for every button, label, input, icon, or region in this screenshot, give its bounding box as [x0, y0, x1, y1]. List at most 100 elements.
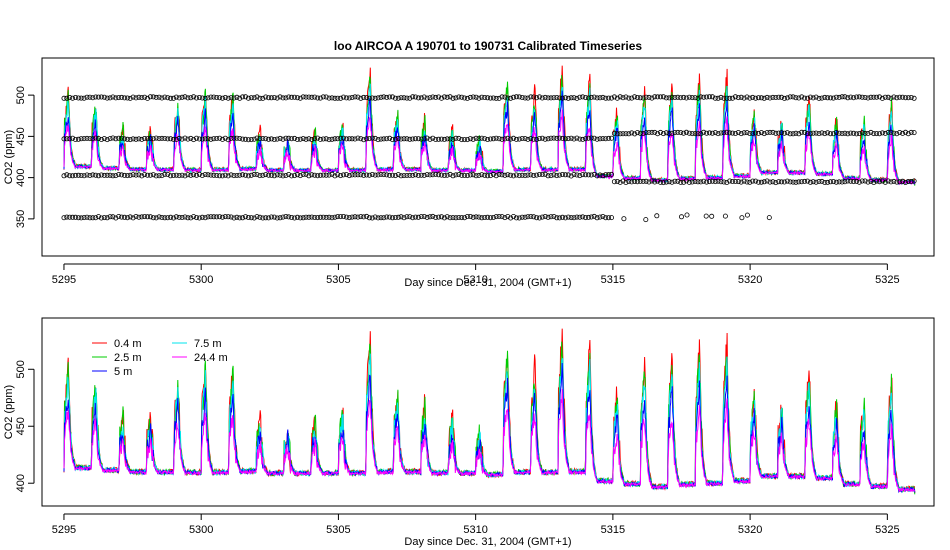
calibration-point — [496, 171, 502, 177]
calibration-point — [658, 179, 664, 185]
calibration-point — [122, 172, 128, 178]
calibration-point — [565, 95, 571, 101]
calibration-point — [537, 171, 543, 177]
calibration-point — [208, 94, 214, 100]
calibration-point — [712, 179, 718, 185]
calibration-point — [513, 215, 519, 221]
calibration-point — [678, 95, 684, 101]
calibration-point — [537, 215, 543, 221]
bottom-axes: 5295 5300 5305 5310 5315 5320 5325 400 450 500 — [15, 360, 900, 536]
y-tick-label: 400 — [15, 168, 27, 186]
calibration-point — [147, 135, 153, 141]
calibration-point — [294, 214, 300, 220]
calibration-point — [153, 94, 159, 100]
calibration-point — [779, 179, 785, 185]
legend-label: 0.4 m — [114, 338, 142, 350]
calibration-point — [522, 173, 528, 179]
calibration-point — [173, 214, 179, 220]
calibration-point — [487, 95, 493, 101]
calibration-point — [110, 173, 116, 179]
calibration-point — [162, 135, 168, 141]
calibration-point — [84, 135, 90, 141]
calibration-point — [583, 215, 589, 221]
calibration-point — [153, 173, 159, 179]
calibration-point — [554, 135, 560, 141]
calibration-point — [257, 136, 263, 142]
calibration-point — [297, 95, 303, 101]
calibration-point — [199, 95, 205, 101]
calibration-point — [551, 95, 557, 101]
calibration-point — [130, 215, 136, 221]
calibration-point — [640, 95, 646, 101]
calibration-point — [340, 94, 346, 100]
calibration-point — [903, 95, 909, 101]
calibration-point — [366, 215, 372, 221]
calibration-point — [568, 95, 574, 101]
calibration-point — [340, 213, 346, 219]
calibration-point — [144, 214, 150, 220]
calibration-point — [531, 136, 537, 142]
calibration-point — [113, 173, 119, 179]
calibration-point — [306, 214, 312, 220]
calibration-point — [170, 215, 176, 221]
calibration-point — [767, 95, 773, 101]
calibration-point — [539, 135, 545, 141]
calibration-point — [903, 179, 909, 185]
calibration-point — [159, 95, 165, 101]
calibration-point — [156, 173, 162, 179]
y-axis: 400 450 500 — [15, 360, 35, 492]
calibration-point — [81, 95, 87, 101]
calibration-point — [430, 213, 436, 219]
calibration-point — [358, 214, 364, 220]
calibration-point — [531, 94, 537, 100]
calibration-point — [78, 215, 84, 221]
calibration-point — [649, 95, 655, 101]
calibration-point — [176, 173, 182, 179]
calibration-point — [283, 135, 289, 141]
calibration-point — [237, 95, 243, 101]
calibration-point — [245, 173, 251, 179]
calibration-point — [588, 172, 594, 178]
calibration-point — [761, 95, 767, 101]
calibration-point — [119, 214, 125, 220]
calibration-point — [329, 95, 335, 101]
calibration-point — [741, 178, 747, 184]
calibration-point — [222, 172, 228, 178]
calibration-point — [790, 94, 796, 100]
calibration-point — [387, 94, 393, 100]
calibration-point — [732, 94, 738, 100]
calibration-point — [300, 136, 306, 142]
calibration-point — [346, 215, 352, 221]
calibration-point — [606, 215, 612, 221]
calibration-point — [485, 214, 491, 220]
x-tick-label: 5295 — [52, 274, 76, 286]
calibration-point — [165, 215, 171, 221]
calibration-point — [611, 130, 617, 136]
calibration-point — [833, 94, 839, 100]
calibration-point — [577, 136, 583, 142]
calibration-point — [185, 95, 191, 101]
calibration-point — [828, 95, 834, 101]
calibration-point — [634, 130, 640, 136]
calibration-point — [73, 95, 79, 101]
x-axis: 5295 5300 5305 5310 5315 5320 5325 — [52, 513, 900, 536]
calibration-point — [640, 178, 646, 184]
calibration-point — [104, 95, 110, 101]
calibration-point — [421, 136, 427, 142]
calibration-point — [897, 129, 903, 135]
calibration-point — [116, 135, 122, 141]
calibration-point — [433, 94, 439, 100]
calibration-point — [436, 172, 442, 178]
calibration-point — [830, 95, 836, 101]
calibration-point — [770, 179, 776, 185]
calibration-point — [724, 179, 730, 185]
calibration-point — [672, 130, 678, 136]
calibration-point — [562, 136, 568, 142]
calibration-point — [398, 173, 404, 179]
calibration-point — [854, 131, 860, 137]
calibration-point — [784, 130, 790, 136]
calibration-point — [294, 95, 300, 101]
calibration-point — [537, 136, 543, 142]
calibration-point — [839, 179, 845, 185]
